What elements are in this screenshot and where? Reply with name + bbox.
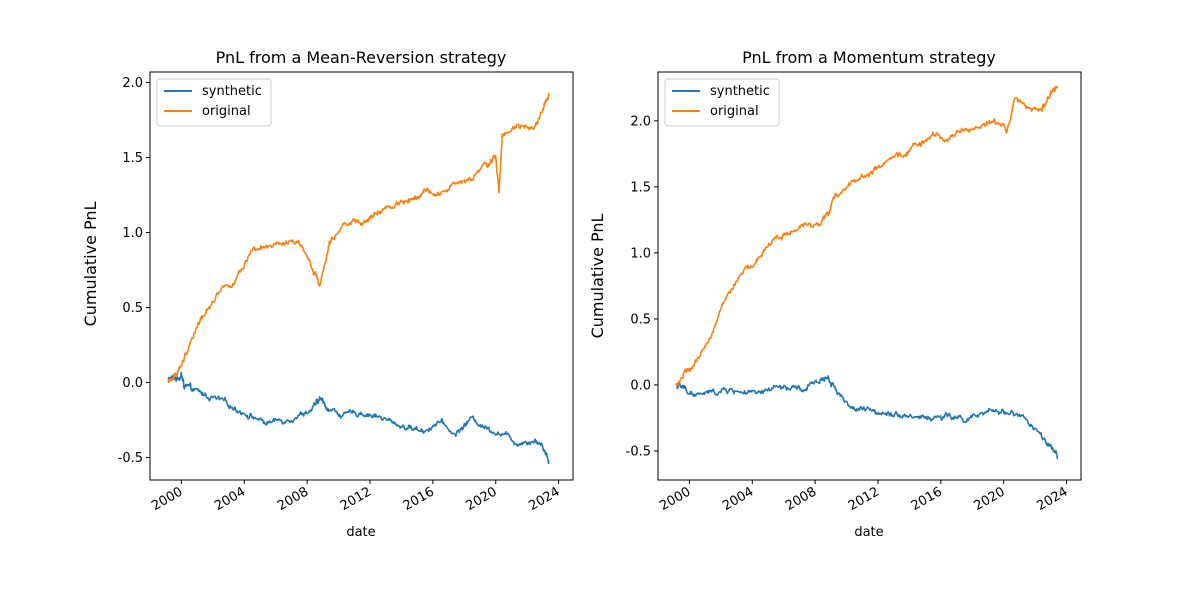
series-line-original bbox=[167, 92, 551, 383]
y-tick-label: 1.5 bbox=[122, 151, 143, 166]
y-tick-label: 2.0 bbox=[122, 76, 143, 91]
y-tick-label: -0.5 bbox=[626, 444, 651, 459]
chart-title: PnL from a Momentum strategy bbox=[742, 48, 996, 67]
series-line-synthetic bbox=[167, 371, 550, 465]
y-tick-label: 1.5 bbox=[630, 180, 651, 195]
y-axis-label: Cumulative PnL bbox=[81, 202, 100, 327]
legend-label-synthetic: synthetic bbox=[202, 84, 262, 99]
x-axis-label: date bbox=[346, 525, 375, 540]
y-tick-label: 0.0 bbox=[630, 378, 651, 393]
y-tick-label: 2.0 bbox=[630, 114, 651, 129]
series-layer bbox=[167, 92, 551, 465]
series-layer bbox=[675, 85, 1059, 459]
chart-mean-reversion: PnL from a Mean-Reversion strategy Cumul… bbox=[81, 48, 574, 540]
legend-label-original: original bbox=[710, 104, 759, 119]
x-axis-label: date bbox=[854, 525, 883, 540]
legend: synthetic original bbox=[156, 78, 272, 127]
y-tick-label: -0.5 bbox=[118, 451, 143, 466]
legend: synthetic original bbox=[664, 78, 780, 127]
y-tick-label: 0.5 bbox=[630, 312, 651, 327]
plot-frame bbox=[657, 71, 1082, 481]
y-tick-label: 0.5 bbox=[122, 301, 143, 316]
chart-title: PnL from a Mean-Reversion strategy bbox=[216, 48, 507, 67]
y-axis: -0.5 0.0 0.5 1.0 1.5 2.0 bbox=[626, 114, 658, 459]
y-axis: -0.5 0.0 0.5 1.0 1.5 2.0 bbox=[118, 76, 150, 466]
plot-frame bbox=[149, 71, 574, 481]
series-line-original bbox=[675, 85, 1059, 387]
y-tick-label: 1.0 bbox=[630, 246, 651, 261]
y-tick-label: 0.0 bbox=[122, 376, 143, 391]
y-axis-label: Cumulative PnL bbox=[588, 214, 607, 339]
legend-label-original: original bbox=[202, 104, 251, 119]
series-line-synthetic bbox=[675, 375, 1059, 459]
y-tick-label: 1.0 bbox=[122, 226, 143, 241]
legend-label-synthetic: synthetic bbox=[710, 84, 770, 99]
